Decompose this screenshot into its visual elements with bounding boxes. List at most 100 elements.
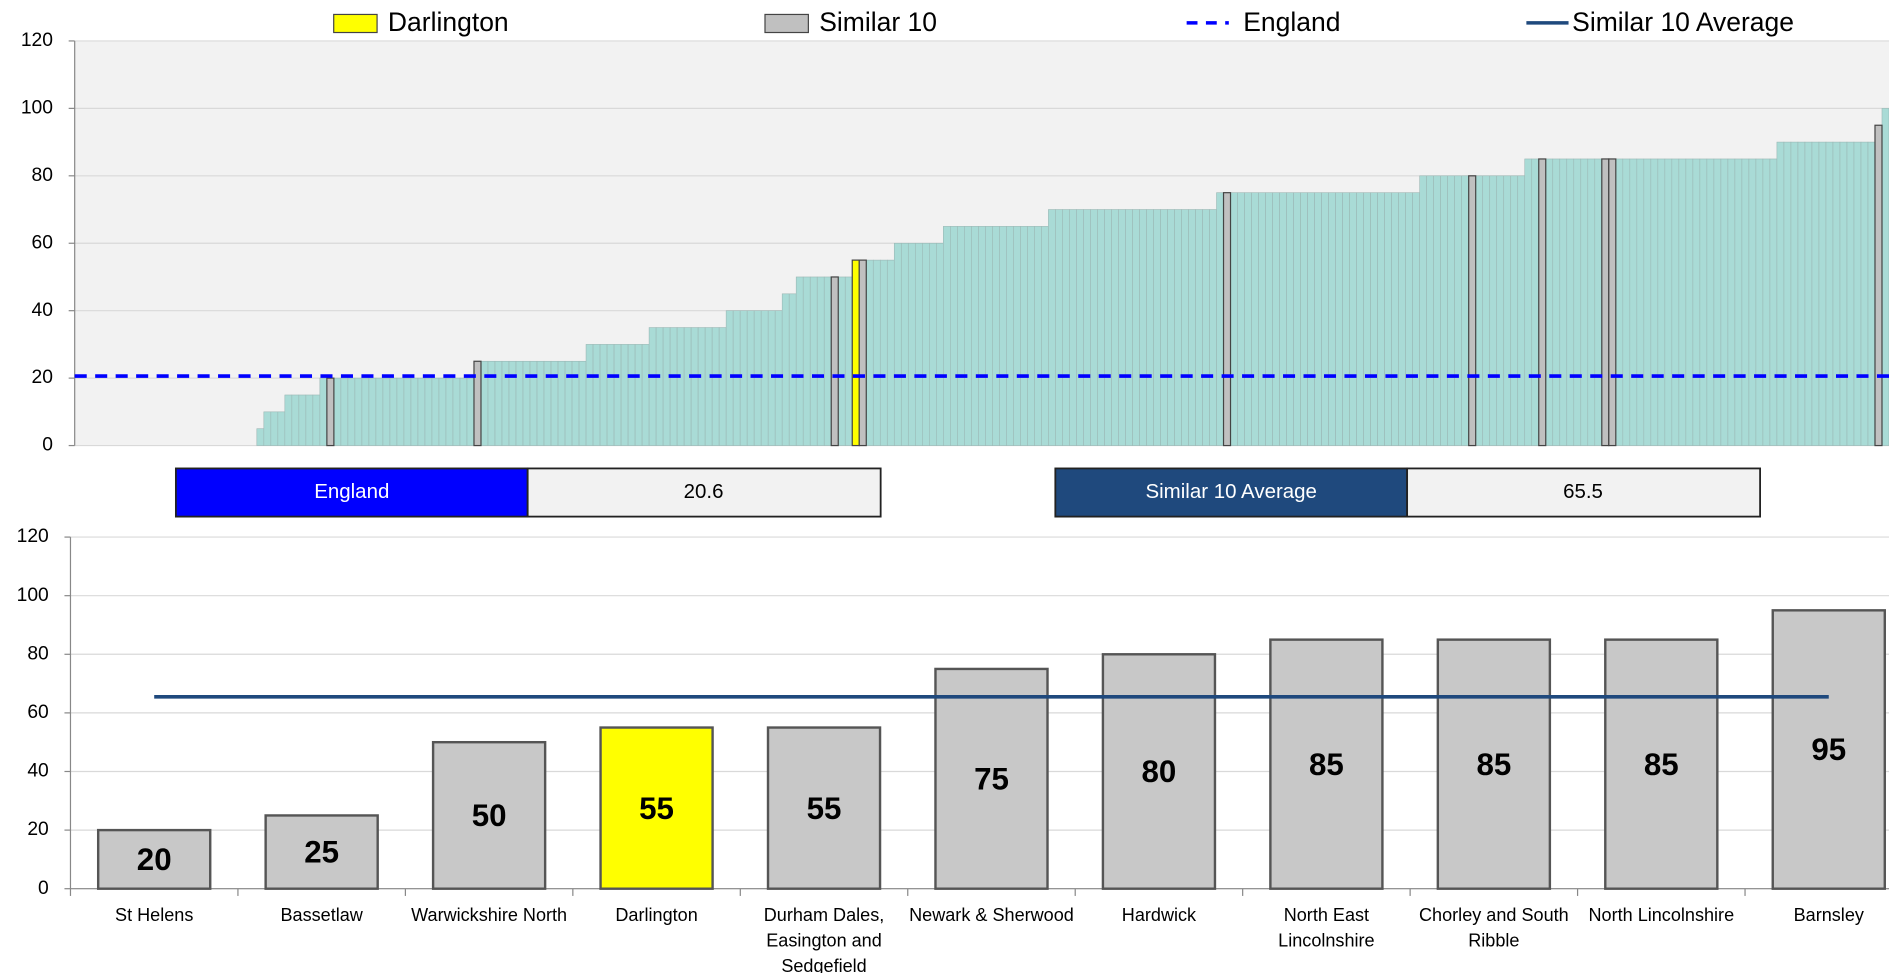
distribution-bar: [1804, 141, 1813, 446]
x-tick-label: Hardwick: [1121, 905, 1197, 927]
distribution-bar: [1594, 158, 1603, 446]
x-tick-label-box: Hardwick: [1121, 905, 1197, 927]
distribution-bar: [943, 226, 951, 446]
distribution-bar: [417, 377, 426, 446]
distribution-bar: [1363, 192, 1371, 446]
distribution-bar: [1671, 158, 1680, 446]
distribution-bar: [1433, 175, 1441, 446]
distribution-bar: [865, 259, 874, 446]
distribution-bar: [403, 377, 412, 446]
info-label-box: [174, 467, 529, 518]
x-tick-label: North East Lincolnshire: [1278, 905, 1375, 952]
distribution-bar: [1048, 209, 1056, 446]
distribution-bar: [1132, 209, 1140, 446]
bar: [1269, 638, 1384, 890]
x-tick-label-box: Darlington: [615, 906, 697, 926]
bar: [431, 740, 547, 890]
distribution-bar: [662, 327, 671, 446]
distribution-bar: [333, 377, 342, 446]
distribution-bar: [1013, 226, 1021, 446]
y-tick-label: 20: [27, 819, 48, 840]
legend-label: Similar 10: [819, 7, 937, 37]
distribution-bar: [704, 327, 713, 446]
distribution-bar: [298, 394, 307, 446]
bar: [766, 726, 882, 890]
distribution-bar: [1545, 158, 1554, 446]
distribution-bar: [1076, 209, 1084, 446]
distribution-bar: [1349, 192, 1357, 446]
distribution-bar: [725, 310, 734, 446]
distribution-bar: [844, 276, 853, 446]
distribution-bar: [1230, 192, 1238, 446]
distribution-bar: [655, 327, 664, 446]
distribution-bar: [361, 377, 370, 446]
distribution-bar: [1195, 209, 1203, 446]
bar-value-label: 85: [1309, 747, 1344, 782]
distribution-bar: [1650, 158, 1659, 446]
bar-value-label: 20: [137, 842, 172, 877]
bar-value-label: 75: [974, 761, 1009, 796]
distribution-bar: [627, 344, 636, 446]
info-label: England: [314, 480, 389, 503]
distribution-bar: [1531, 158, 1540, 446]
distribution-bar: [1846, 141, 1855, 446]
distribution-bar: [1692, 158, 1701, 446]
legend-label: Similar 10 Average: [1572, 7, 1794, 37]
distribution-bar: [1342, 192, 1350, 446]
distribution-bar: [907, 242, 916, 446]
distribution-bar: [753, 310, 762, 446]
distribution-bar: [277, 411, 286, 446]
distribution-bar: [1734, 158, 1743, 446]
distribution-bar: [592, 344, 601, 446]
distribution-bar: [816, 276, 825, 446]
distribution-bar: [732, 310, 741, 446]
distribution-bar: [1090, 209, 1098, 446]
distribution-bar: [1384, 192, 1392, 446]
y-tick-label: 120: [17, 526, 49, 547]
bar-value-label: 85: [1644, 747, 1679, 782]
distribution-bar: [1713, 158, 1722, 446]
distribution-bar: [466, 377, 475, 446]
distribution-bar: [1188, 209, 1196, 446]
distribution-bar: [508, 360, 517, 446]
distribution-bar: [1552, 158, 1561, 446]
distribution-bar: [1797, 141, 1806, 446]
bar-value-label: 55: [807, 791, 842, 826]
distribution-bar: [1496, 175, 1505, 446]
info-label-box: [1054, 467, 1409, 518]
x-tick-label-box: North East Lincolnshire: [1278, 905, 1375, 952]
distribution-bar: [1755, 158, 1764, 446]
highlight-bar: [858, 259, 867, 447]
distribution-bar: [760, 310, 769, 446]
distribution-bar: [347, 377, 356, 446]
distribution-bar: [291, 394, 300, 446]
highlight-bar: [1601, 158, 1610, 447]
distribution-bar: [522, 360, 531, 446]
distribution-bar: [1482, 175, 1491, 446]
distribution-bar: [1769, 158, 1778, 446]
distribution-bar: [1503, 175, 1512, 446]
distribution-bar: [1174, 209, 1182, 446]
distribution-bar: [375, 377, 384, 446]
x-tick-label: Newark & Sherwood: [909, 905, 1074, 927]
distribution-bar: [1279, 192, 1287, 446]
info-label: Similar 10 Average: [1145, 480, 1316, 503]
legend-swatch: [764, 13, 809, 34]
info-value-box: [526, 467, 882, 518]
distribution-bar: [1517, 175, 1526, 446]
distribution-bar: [1790, 141, 1799, 446]
distribution-bar: [1748, 158, 1757, 446]
distribution-bar: [1307, 192, 1315, 446]
distribution-bar: [1524, 158, 1533, 446]
distribution-bar: [515, 360, 524, 446]
distribution-bar: [263, 411, 272, 446]
distribution-bar: [823, 276, 832, 446]
distribution-bar: [641, 344, 650, 446]
distribution-bar: [459, 377, 468, 446]
distribution-bar: [774, 310, 783, 446]
distribution-bar: [1391, 192, 1399, 446]
bar-value-label: 95: [1811, 732, 1846, 767]
distribution-bar: [1720, 158, 1729, 446]
distribution-bar: [893, 242, 902, 446]
